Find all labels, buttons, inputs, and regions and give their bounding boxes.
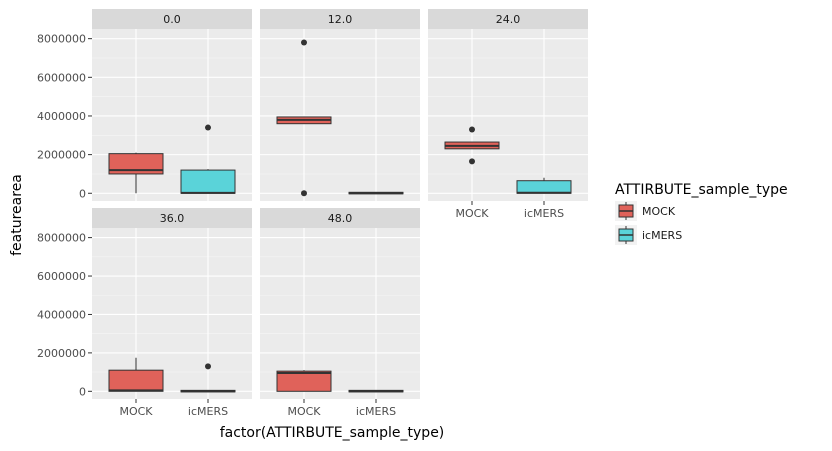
facet-panel-24.0: 24.0 MOCK icMERS: [428, 9, 588, 220]
facet-panel-0.0: 0.0 0 2000000 4000000 6000000 8000000: [37, 9, 252, 201]
x-tick-label: MOCK: [119, 405, 153, 418]
legend-label: icMERS: [642, 229, 682, 242]
facet-label: 0.0: [163, 13, 181, 26]
panel-background: [428, 29, 588, 201]
x-tick-label: icMERS: [356, 405, 396, 418]
box-icMERS: [180, 363, 236, 393]
x-tick-label: icMERS: [188, 405, 228, 418]
facet-label: 24.0: [496, 13, 521, 26]
y-tick-label: 2000000: [37, 347, 86, 360]
outlier-point: [301, 190, 307, 197]
outlier-point: [301, 39, 307, 46]
outlier-point: [205, 363, 211, 370]
y-tick-label: 2000000: [37, 149, 86, 162]
facet-panels: 0.0 0 2000000 4000000 6000000 8000000 12.0 24.0…: [37, 9, 588, 418]
legend-title: ATTIRBUTE_sample_type: [615, 182, 788, 198]
box-icMERS: [180, 124, 236, 194]
outlier-point: [469, 158, 475, 165]
box-icMERS: [348, 191, 404, 195]
facet-strip: [428, 9, 588, 29]
facet-strip: [92, 208, 252, 228]
facet-strip: [260, 9, 420, 29]
y-tick-label: 8000000: [37, 232, 86, 245]
facet-panel-48.0: 48.0 MOCK icMERS: [260, 208, 420, 418]
x-tick-label: MOCK: [455, 207, 489, 220]
legend-item-MOCK: MOCK: [615, 201, 676, 221]
box-body: [108, 369, 164, 392]
panel-background: [260, 29, 420, 201]
box-icMERS: [516, 177, 572, 194]
facet-strip: [92, 9, 252, 29]
box-body: [276, 370, 332, 392]
outlier-point: [469, 126, 475, 133]
box-MOCK: [276, 370, 332, 392]
box-icMERS: [348, 389, 404, 393]
box-body: [516, 180, 572, 194]
box-MOCK: [276, 39, 332, 197]
x-tick-label: icMERS: [524, 207, 564, 220]
legend-item-icMERS: icMERS: [615, 225, 682, 245]
y-tick-label: 0: [79, 385, 86, 398]
facet-panel-36.0: 36.0 0 2000000 4000000 6000000 8000000 MOCK icM…: [37, 208, 252, 418]
box-body: [108, 153, 164, 175]
y-axis-title: featurearea: [9, 174, 25, 256]
facet-panel-12.0: 12.0: [260, 9, 420, 201]
x-tick-label: MOCK: [287, 405, 321, 418]
facet-label: 12.0: [328, 13, 353, 26]
y-tick-label: 8000000: [37, 33, 86, 46]
y-tick-label: 6000000: [37, 270, 86, 283]
legend-label: MOCK: [642, 205, 676, 218]
facet-label: 48.0: [328, 212, 353, 225]
y-tick-label: 4000000: [37, 110, 86, 123]
box-MOCK: [108, 357, 164, 392]
facet-label: 36.0: [160, 212, 185, 225]
panel-background: [260, 228, 420, 399]
y-tick-label: 4000000: [37, 308, 86, 321]
box-body: [180, 169, 236, 194]
y-tick-label: 6000000: [37, 71, 86, 84]
x-axis-title: factor(ATTIRBUTE_sample_type): [220, 425, 445, 441]
outlier-point: [205, 124, 211, 131]
y-tick-label: 0: [79, 187, 86, 200]
legend: MOCK icMERS: [615, 201, 682, 245]
box-MOCK: [444, 126, 500, 165]
facet-strip: [260, 208, 420, 228]
box-MOCK: [108, 152, 164, 194]
